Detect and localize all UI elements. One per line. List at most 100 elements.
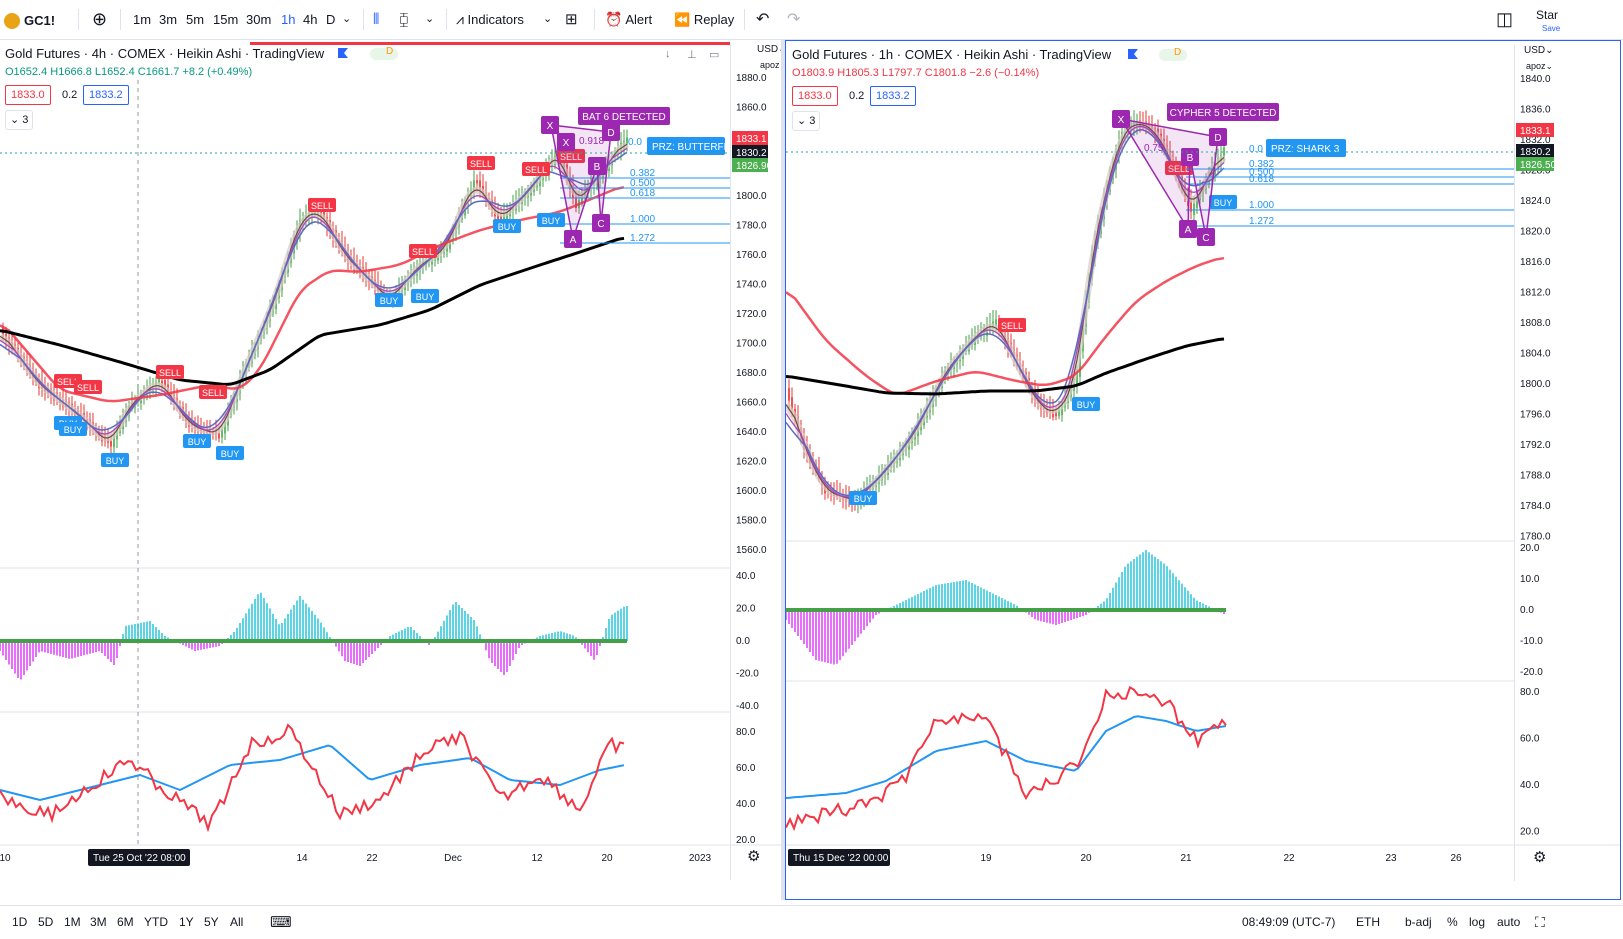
symbol-button[interactable]: GC1! [4, 0, 55, 39]
fullscreen-icon[interactable]: ⛶ [1535, 914, 1545, 930]
layouts-grid-icon[interactable]: ⊞ [565, 11, 578, 28]
right-sell-price-button[interactable]: 1833.0 [792, 86, 838, 106]
left-spread: 0.2 [62, 89, 78, 101]
go-to-date-icon[interactable]: ⌨ [270, 914, 292, 931]
top-toolbar: GC1! ⊕ 1m 3m 5m 15m 30m 1h 4h D ⌄ ⫴ ⧮ ⌄ … [0, 0, 1623, 40]
price-tick-label: 1840.0 [1520, 74, 1551, 85]
fib-level-label: 0.500 [1249, 167, 1274, 178]
redo-icon[interactable]: ↷ [787, 11, 801, 28]
left-buy-price-button[interactable]: 1833.2 [83, 85, 129, 105]
osc1-tick-label: 40.0 [736, 571, 756, 582]
range-1y[interactable]: 1Y [179, 915, 194, 929]
price-badge-green-text: 1826.50 [1520, 160, 1557, 171]
fib-level-label: 1.000 [630, 214, 655, 225]
price-tick-label: 1800.0 [736, 191, 767, 202]
price-tick-label: 1812.0 [1520, 288, 1551, 299]
badj-toggle[interactable]: b-adj [1405, 915, 1432, 929]
chart-type-chevron-icon[interactable]: ⌄ [425, 13, 435, 25]
interval-4h[interactable]: 4h [303, 12, 318, 27]
left-currency-menu[interactable]: USD⌄ [757, 44, 781, 55]
crosshair-date-label: Thu 15 Dec '22 00:00 [793, 853, 889, 864]
alert-button[interactable]: ⏰ Alert [605, 11, 653, 27]
left-sell-price-button[interactable]: 1833.0 [5, 85, 51, 105]
interval-dropdown-chevron-icon[interactable]: ⌄ [342, 13, 352, 25]
left-chart-pane[interactable]: 1880.01860.01840.01820.01800.01780.01760… [0, 40, 781, 900]
clock-time[interactable]: 08:49:09 (UTC-7) [1242, 915, 1336, 929]
undo-icon[interactable]: ↶ [756, 11, 770, 28]
fib-level-label: 1.272 [630, 233, 655, 244]
right-chart-pane[interactable]: 1840.01836.01832.01828.01824.01820.01816… [785, 40, 1621, 900]
oscillator-red-line [786, 685, 1227, 832]
interval-D[interactable]: D [326, 12, 336, 27]
price-tick-label: 1804.0 [1520, 349, 1551, 360]
interval-15m[interactable]: 15m [213, 12, 239, 27]
range-all[interactable]: All [230, 915, 244, 929]
bars-style-icon[interactable]: ⫴ [373, 11, 380, 28]
range-ytd[interactable]: YTD [144, 915, 168, 929]
pattern-point-marker [541, 116, 559, 134]
indicators-chevron-icon[interactable]: ⌄ [543, 13, 553, 25]
range-1m[interactable]: 1M [64, 915, 81, 929]
candle-body [1061, 403, 1063, 416]
left-scale-user[interactable]: apoz⌄ [760, 60, 781, 70]
right-currency-menu[interactable]: USD⌄ [1524, 45, 1554, 56]
left-maximize-icon[interactable]: ▭ [709, 49, 720, 61]
candle-body [224, 421, 226, 434]
percent-toggle[interactable]: % [1447, 915, 1458, 929]
range-5d[interactable]: 5D [38, 915, 54, 929]
candles-style-icon[interactable]: ⧮ [399, 11, 409, 28]
right-indicators-toggle[interactable]: ⌄ 3 [792, 111, 821, 131]
left-settings-gear-icon[interactable]: ⚙ [747, 848, 761, 865]
osc2-tick-label: 60.0 [1520, 734, 1540, 745]
range-5y[interactable]: 5Y [204, 915, 219, 929]
ma-purple-line [786, 125, 1225, 498]
osc2-tick-label: 80.0 [1520, 687, 1540, 698]
osc2-tick-label: 40.0 [1520, 780, 1540, 791]
interval-5m[interactable]: 5m [186, 12, 205, 27]
split-layout-icon[interactable]: ◫ [1496, 9, 1514, 29]
range-3m[interactable]: 3M [90, 915, 107, 929]
candle-body [791, 397, 793, 410]
left-indicators-toggle[interactable]: ⌄ 3 [5, 110, 34, 130]
pattern-point-marker [1197, 228, 1215, 246]
sell-signal-text: SELL [311, 201, 333, 211]
right-scale-user[interactable]: apoz⌄ [1526, 61, 1554, 71]
range-6m[interactable]: 6M [117, 915, 134, 929]
right-buy-price-button[interactable]: 1833.2 [870, 86, 916, 106]
right-price-axis[interactable] [1514, 45, 1620, 881]
left-scroll-down-icon[interactable]: ↓ [665, 48, 671, 60]
interval-1m[interactable]: 1m [133, 12, 152, 27]
left-price-axis[interactable] [730, 44, 781, 880]
compare-add-icon[interactable]: ⊕ [92, 9, 108, 29]
left-pin-icon[interactable]: ⊥ [687, 49, 697, 61]
interval-1h[interactable]: 1h [281, 12, 296, 27]
price-badge-dark [732, 145, 768, 159]
pattern-point-label: X [563, 138, 570, 149]
right-chart-canvas[interactable]: 1840.01836.01832.01828.01824.01820.01816… [786, 41, 1621, 900]
interval-3m[interactable]: 3m [159, 12, 178, 27]
flag-icon[interactable] [1128, 49, 1138, 59]
price-tick-label: 1796.0 [1520, 410, 1551, 421]
indicators-button[interactable]: ⩘ Indicators [456, 11, 524, 27]
pane-divider[interactable] [781, 40, 785, 900]
auto-toggle[interactable]: auto [1497, 915, 1521, 929]
left-ohlc: O1652.4 H1666.8 L1652.4 C1661.7 +8.2 (+0… [5, 66, 253, 78]
fib-level-label: 0.382 [1249, 159, 1274, 170]
log-toggle[interactable]: log [1469, 915, 1486, 929]
interval-30m[interactable]: 30m [246, 12, 272, 27]
sell-signal-text: SELL [560, 152, 582, 162]
session-toggle[interactable]: ETH [1356, 915, 1380, 929]
osc2-tick-label: 40.0 [736, 799, 756, 810]
replay-button[interactable]: ⏪ Replay [674, 12, 735, 27]
left-chart-canvas[interactable]: 1880.01860.01840.01820.01800.01780.01760… [0, 40, 781, 900]
pattern-detected-text: CYPHER 5 DETECTED [1170, 108, 1277, 119]
candle-body [476, 180, 478, 184]
range-1d[interactable]: 1D [12, 915, 28, 929]
save-button[interactable]: Star Save [1536, 8, 1561, 33]
flag-icon[interactable] [338, 48, 348, 58]
price-tick-label: 1740.0 [736, 280, 767, 291]
right-settings-gear-icon[interactable]: ⚙ [1533, 849, 1547, 866]
buy-signal-text: BUY [64, 425, 83, 435]
buy-signal-label [1072, 397, 1100, 411]
ema-red-line [786, 256, 1225, 395]
